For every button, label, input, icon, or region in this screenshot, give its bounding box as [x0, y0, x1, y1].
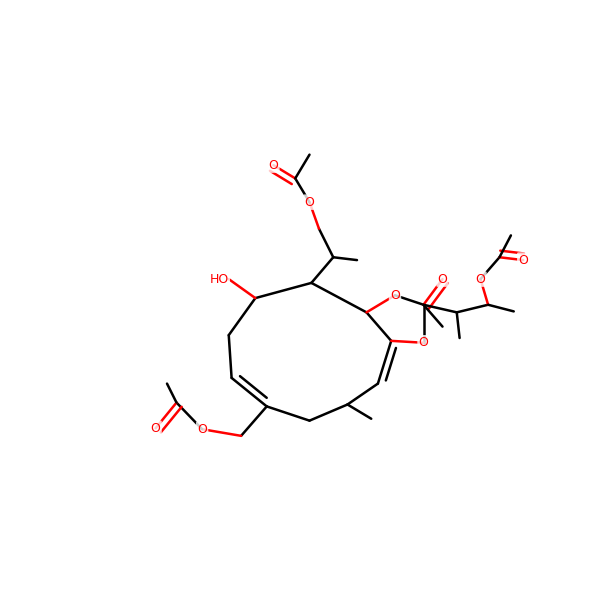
Text: O: O [151, 422, 161, 435]
Text: HO: HO [209, 272, 229, 286]
Text: O: O [268, 158, 278, 172]
Text: O: O [305, 196, 314, 209]
Text: O: O [197, 423, 207, 436]
Text: O: O [518, 254, 528, 266]
Text: O: O [476, 272, 485, 286]
Text: O: O [390, 289, 400, 302]
Text: O: O [437, 272, 448, 286]
Text: O: O [419, 336, 428, 349]
